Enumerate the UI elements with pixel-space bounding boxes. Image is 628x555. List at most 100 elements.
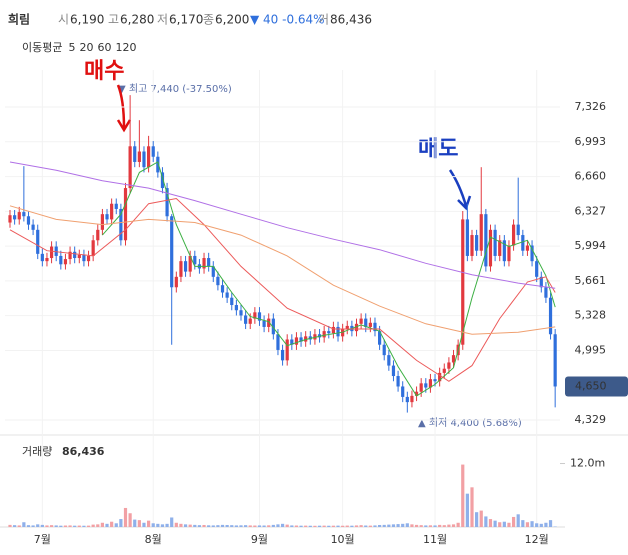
legend-item: 60 [97,41,111,54]
volume-bar [322,525,326,527]
volume-bar [156,523,160,527]
volume-value: 86,436 [330,13,372,27]
volume-bar [290,525,294,527]
y-tick-label: 4,995 [575,343,607,356]
candle-body [193,255,197,265]
x-tick-label: 11월 [423,533,447,546]
volume-bar [271,524,275,527]
volume-bar [359,525,363,527]
volume-bar [451,524,456,527]
volume-bar [244,525,248,527]
volume-bar [511,516,516,527]
candle-body [378,331,382,345]
candle-body [553,334,557,387]
volume-bar [373,525,377,527]
y-tick-label: 6,327 [575,204,607,217]
candle-body [40,253,44,262]
candle-body [13,215,17,220]
candle-body [151,146,155,157]
volume-bar [68,525,72,527]
volume-bar [100,522,104,527]
volume-bar [521,520,525,527]
y-tick-label: 4,329 [575,413,607,426]
candle-body [220,285,225,293]
volume-bar [59,525,63,527]
volume-bar [160,524,165,527]
candle-body [77,254,81,259]
candle-body [364,318,368,327]
volume-bar [544,522,548,527]
volume-bar [539,523,543,527]
y-tick-label: 6,660 [575,170,607,183]
candle-body [484,214,488,267]
volume-bar [133,519,137,527]
volume-bar [234,525,238,527]
candle-body [276,334,280,350]
candle-body [465,219,469,256]
candle-body [225,292,229,298]
volume-bar [484,516,488,527]
volume-bar [105,523,109,527]
x-tick-label: 10월 [331,533,355,546]
volume-bar [253,525,257,527]
volume-bar [470,487,474,527]
volume-bar [313,525,317,527]
volume-bar [424,525,428,527]
volume-bar [8,524,12,527]
candle-body [105,214,109,220]
volume-bar [461,464,465,527]
candle-body [230,297,234,306]
candle-body [475,235,479,251]
candle-body [539,276,543,288]
low-annotation: ▲ 최저 4,400 (5.68%) [418,417,522,429]
change: ▼ 40 -0.64% [250,13,325,27]
volume-bar [280,523,285,527]
volume-bar [220,524,225,527]
candle-body [525,245,530,251]
volume-bar [248,525,252,527]
volume-bar [262,525,266,527]
volume-bar [414,524,419,527]
candle-body [359,318,363,324]
volume-bar [54,525,58,527]
volume-bar [123,507,128,527]
volume-bar [530,521,534,527]
candle-body [45,258,49,262]
volume-bar [405,523,409,527]
y-tick-label: 6,993 [575,135,607,148]
legend-item: 120 [115,41,136,54]
volume-subtitle: 86,436 [62,445,105,458]
legend-item: 5 [68,41,75,54]
volume-label: 거 [318,13,329,27]
candle-body [248,318,252,324]
y-tick-label: 5,661 [575,274,607,287]
volume-bar [488,519,493,527]
candle-body [521,235,525,251]
volume-bar [535,523,539,527]
volume-bar [401,523,405,527]
open-label: 시 [58,13,69,27]
candle-body [147,146,151,168]
buy-annotation: 매수 [84,59,124,84]
volume-bar [119,519,123,527]
volume-bar [211,525,215,527]
volume-bar [91,524,95,527]
volume-bar [428,525,433,527]
y-tick-label: 5,328 [575,309,607,322]
volume-bar [137,520,141,527]
candle-body [142,151,146,168]
candle-body [470,235,474,256]
candle-body [22,212,26,217]
volume-bar [354,525,359,527]
volume-bar [447,524,451,527]
volume-bar [114,523,118,527]
candle-body [170,216,174,288]
candle-body [304,336,308,342]
volume-bar [110,521,114,527]
candle-body [183,261,188,272]
candle-body [114,203,118,209]
volume-bar [382,524,386,527]
volume-bar [40,524,44,527]
volume-bar [502,521,506,527]
